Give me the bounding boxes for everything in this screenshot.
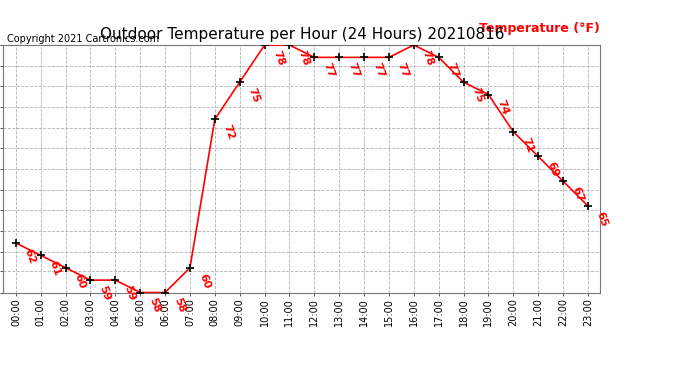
Text: 74: 74 xyxy=(495,99,510,117)
Text: 60: 60 xyxy=(72,272,87,290)
Text: 75: 75 xyxy=(246,86,262,104)
Text: 59: 59 xyxy=(122,284,137,302)
Title: Outdoor Temperature per Hour (24 Hours) 20210816: Outdoor Temperature per Hour (24 Hours) … xyxy=(99,27,504,42)
Text: 62: 62 xyxy=(23,247,37,265)
Text: 60: 60 xyxy=(197,272,212,290)
Text: Temperature (°F): Temperature (°F) xyxy=(480,22,600,35)
Text: 58: 58 xyxy=(147,297,162,315)
Text: 77: 77 xyxy=(446,62,460,80)
Text: 78: 78 xyxy=(272,49,286,67)
Text: 75: 75 xyxy=(471,86,485,104)
Text: 65: 65 xyxy=(595,210,609,228)
Text: 77: 77 xyxy=(346,62,361,80)
Text: 78: 78 xyxy=(297,49,311,67)
Text: 61: 61 xyxy=(48,260,62,278)
Text: Copyright 2021 Cartronics.com: Copyright 2021 Cartronics.com xyxy=(7,34,159,44)
Text: 69: 69 xyxy=(545,160,560,179)
Text: 58: 58 xyxy=(172,297,187,315)
Text: 77: 77 xyxy=(396,62,411,80)
Text: 78: 78 xyxy=(421,49,435,67)
Text: 67: 67 xyxy=(570,185,584,203)
Text: 59: 59 xyxy=(97,284,112,302)
Text: 77: 77 xyxy=(371,62,386,80)
Text: 71: 71 xyxy=(520,136,535,154)
Text: 72: 72 xyxy=(221,123,237,141)
Text: 77: 77 xyxy=(322,62,336,80)
